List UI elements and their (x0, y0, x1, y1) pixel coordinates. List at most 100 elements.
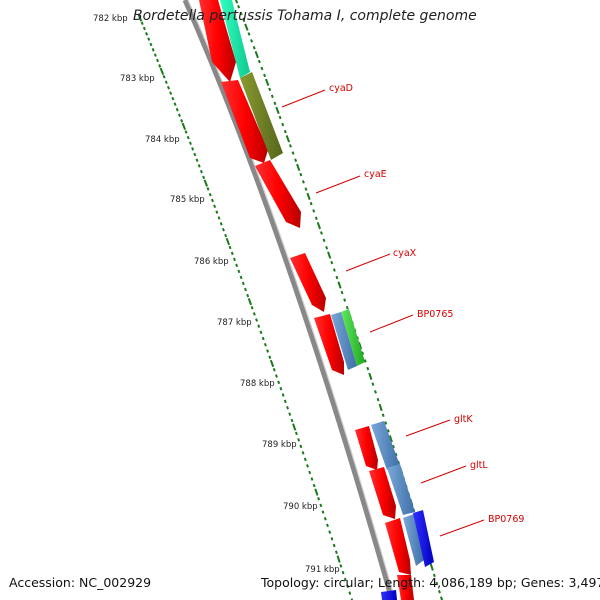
scale-tick (440, 596, 444, 600)
scale-tick (394, 452, 398, 457)
gene-arrow (199, 0, 236, 82)
map-title: Bordetella pertussis Tohama I, complete … (133, 8, 477, 24)
scale-tick (195, 158, 199, 162)
scale-tick (173, 102, 177, 106)
scale-tick (285, 135, 291, 143)
scale-tick (346, 584, 349, 589)
scale-tick (186, 135, 190, 140)
gene-block-green (341, 309, 365, 366)
leader-line (315, 175, 361, 194)
scale-tick (221, 227, 225, 232)
scale-tick (381, 413, 385, 417)
gene-block-steel (387, 464, 415, 515)
scale-tick (269, 359, 275, 368)
scale-tick (257, 324, 261, 328)
gene-block-steel (331, 312, 357, 370)
scale-tick (334, 550, 338, 555)
scale-tick (281, 393, 285, 397)
scale-tick (376, 397, 380, 402)
scale-tick (237, 5, 241, 9)
scale-tick (290, 418, 294, 423)
scale-tick (279, 386, 283, 391)
gene-label-BP0765: BP0765 (417, 309, 453, 320)
scale-tick (266, 349, 270, 353)
leader-line (420, 465, 467, 484)
scale-label: 789 kbp (262, 440, 297, 450)
scale-tick (273, 101, 277, 106)
scale-tick (330, 537, 334, 541)
scale-tick (435, 581, 439, 586)
scale-tick (158, 64, 162, 68)
scale-tick (191, 147, 195, 151)
gene-arrow (221, 80, 268, 163)
scale-tick (392, 444, 395, 449)
scale-tick (363, 359, 367, 363)
scale-tick (388, 435, 393, 443)
scale-tick (233, 257, 236, 262)
scale-tick (310, 477, 314, 481)
scale-tick (299, 444, 303, 449)
scale-tick (332, 543, 336, 548)
scale-tick (208, 192, 212, 197)
scale-tick (235, 263, 239, 268)
scale-tick (283, 129, 287, 134)
gene-label-gltL: gltL (470, 460, 488, 471)
scale-tick (247, 298, 253, 306)
gene-block-teal (220, 0, 250, 78)
scale-tick (199, 169, 203, 174)
scale-tick (166, 85, 170, 90)
scale-tick (314, 488, 319, 496)
gene-block-olive (240, 72, 283, 160)
genome-summary-text: Topology: circular; Length: 4,086,189 bp… (261, 575, 600, 590)
scale-tick (340, 290, 344, 295)
scale-tick (317, 497, 321, 501)
scale-label: 785 kbp (170, 195, 205, 205)
scale-tick (314, 216, 318, 221)
scale-tick (322, 238, 326, 243)
scale-tick (343, 577, 347, 582)
scale-tick (164, 80, 168, 84)
scale-tick (188, 141, 192, 145)
scale-tick (312, 483, 316, 488)
scale-tick (339, 564, 343, 568)
scale-tick (145, 32, 149, 36)
scale-tick (215, 210, 219, 214)
gene-arrow (355, 426, 378, 470)
gene-block-blue (381, 590, 397, 600)
scale-tick (275, 106, 280, 115)
scale-tick (301, 451, 305, 455)
scale-tick (378, 403, 383, 412)
scale-tick (343, 298, 347, 302)
scale-tick (149, 42, 153, 47)
scale-tick (327, 251, 332, 259)
gene-block-steel (371, 421, 400, 470)
scale-tick (438, 590, 441, 594)
scale-tick (304, 187, 308, 191)
scale-tick (257, 59, 261, 64)
scale-tick (162, 75, 166, 79)
scale-tick (254, 50, 259, 59)
scale-tick (247, 32, 251, 36)
scale-tick (210, 198, 214, 203)
gene-arrow (255, 160, 301, 228)
scale-tick (432, 573, 436, 578)
scale-tick (230, 251, 234, 256)
scale-tick (320, 231, 323, 235)
scale-tick (288, 412, 292, 416)
scale-tick (213, 204, 217, 209)
scale-tick (325, 245, 329, 250)
forward-genes (199, 0, 414, 600)
scale-tick (278, 115, 282, 120)
scale-label: 782 kbp (93, 14, 128, 24)
scale-tick (312, 209, 316, 213)
gene-label-cyaE: cyaE (364, 169, 387, 180)
scale-tick (206, 187, 210, 191)
scale-tick (348, 591, 352, 595)
scale-tick (246, 293, 250, 298)
scale-tick (301, 180, 305, 184)
scale-label: 788 kbp (240, 379, 275, 389)
scale-tick (264, 78, 270, 86)
scale-tick (140, 21, 144, 26)
scale-tick (345, 305, 349, 310)
scale-tick (242, 18, 246, 23)
